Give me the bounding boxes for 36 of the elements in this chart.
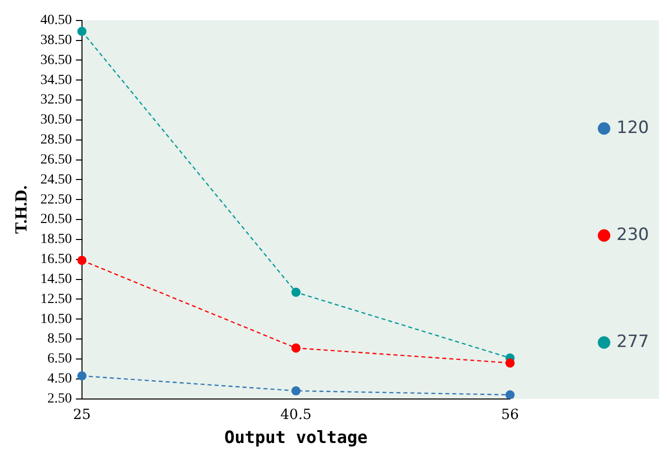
point: [291, 288, 301, 297]
x-tick-label: 40.5: [280, 406, 312, 423]
x-tick-label: 25: [72, 406, 91, 423]
x-tick-label: 56: [501, 406, 520, 423]
point: [291, 386, 301, 396]
y-tick-label: 30.50: [40, 112, 72, 128]
y-tick-label: 36.50: [40, 52, 72, 68]
y-tick-label: 22.50: [40, 192, 72, 208]
y-tick-label: 6.50: [47, 352, 72, 367]
y-axis-title: T.H.D.: [12, 185, 31, 234]
y-tick-label: 18.50: [40, 232, 72, 248]
y-tick-label: 38.50: [40, 32, 72, 48]
point: [291, 343, 301, 353]
y-tick-label: 16.50: [40, 252, 72, 268]
point: [77, 371, 86, 380]
y-tick-label: 26.50: [40, 152, 72, 168]
y-tick-label: 14.50: [40, 272, 72, 287]
y-tick-label: 28.50: [40, 132, 72, 148]
point: [505, 358, 515, 368]
y-tick-label: 34.50: [40, 72, 72, 88]
point: [77, 26, 86, 36]
y-tick-label: 8.50: [47, 332, 72, 347]
legend-label: 120: [616, 118, 650, 138]
point: [505, 390, 515, 399]
y-tick-label: 10.50: [40, 312, 72, 327]
x-axis-title: Output voltage: [224, 428, 368, 448]
y-tick-label: 40.50: [40, 13, 72, 28]
legend-label: 230: [616, 224, 650, 245]
y-tick-label: 32.50: [40, 92, 72, 108]
legend-label: 277: [616, 332, 650, 352]
y-tick-label: 20.50: [40, 212, 72, 228]
y-tick-label: 12.50: [40, 292, 72, 307]
y-tick-label: 2.50: [47, 391, 72, 406]
y-tick-label: 24.50: [40, 172, 72, 188]
y-tick-label: 4.50: [47, 372, 72, 387]
point: [77, 256, 86, 265]
